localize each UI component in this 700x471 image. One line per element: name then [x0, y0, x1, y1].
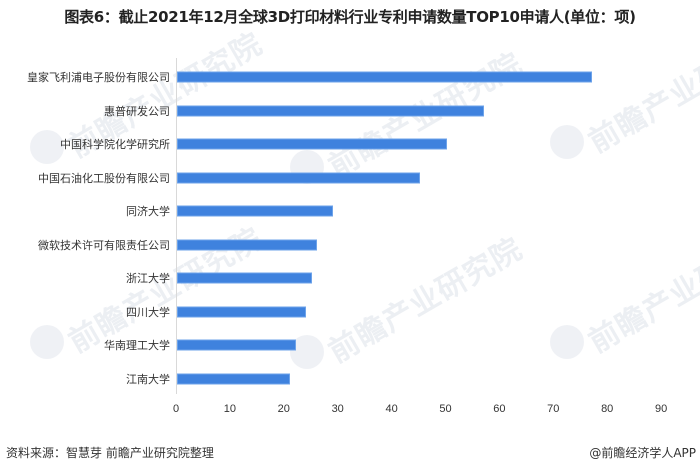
bar	[177, 71, 593, 83]
bar	[177, 105, 485, 116]
category-label: 中国科学院化学研究所	[60, 138, 170, 151]
x-tick-label: 70	[547, 403, 560, 415]
x-tick-label: 80	[601, 403, 614, 415]
x-tick-label: 90	[654, 403, 668, 415]
x-tick-label: 40	[385, 403, 398, 415]
x-tick-label: 20	[277, 403, 290, 415]
bar	[177, 205, 334, 217]
category-label: 江南大学	[126, 372, 170, 386]
bar	[177, 339, 296, 351]
bar	[177, 373, 291, 384]
x-tick-label: 30	[331, 403, 344, 415]
x-tick-label: 0	[172, 403, 180, 415]
bar	[177, 239, 318, 250]
x-tick-label: 10	[223, 403, 237, 415]
bar	[177, 306, 307, 317]
source-note: 资料来源：智慧芽 前瞻产业研究院整理	[6, 446, 214, 460]
category-label: 同济大学	[126, 205, 170, 218]
chart-title: 图表6：截止2021年12月全球3D打印材料行业专利申请数量TOP10申请人(单…	[64, 8, 636, 26]
bar	[177, 272, 312, 284]
category-label: 四川大学	[126, 305, 170, 319]
bar	[177, 138, 447, 150]
category-label: 华南理工大学	[104, 339, 170, 352]
x-tick-label: 50	[439, 403, 452, 415]
bar	[177, 172, 420, 183]
credit-note: @前瞻经济学人APP	[589, 446, 696, 460]
category-label: 浙江大学	[126, 272, 170, 285]
x-tick-label: 60	[493, 403, 506, 415]
y-axis-line	[176, 58, 177, 394]
category-label: 微软技术许可有限责任公司	[38, 238, 170, 252]
category-label: 惠普研发公司	[104, 104, 170, 118]
category-label: 皇家飞利浦电子股份有限公司	[27, 71, 170, 84]
category-label: 中国石油化工股份有限公司	[38, 171, 170, 185]
